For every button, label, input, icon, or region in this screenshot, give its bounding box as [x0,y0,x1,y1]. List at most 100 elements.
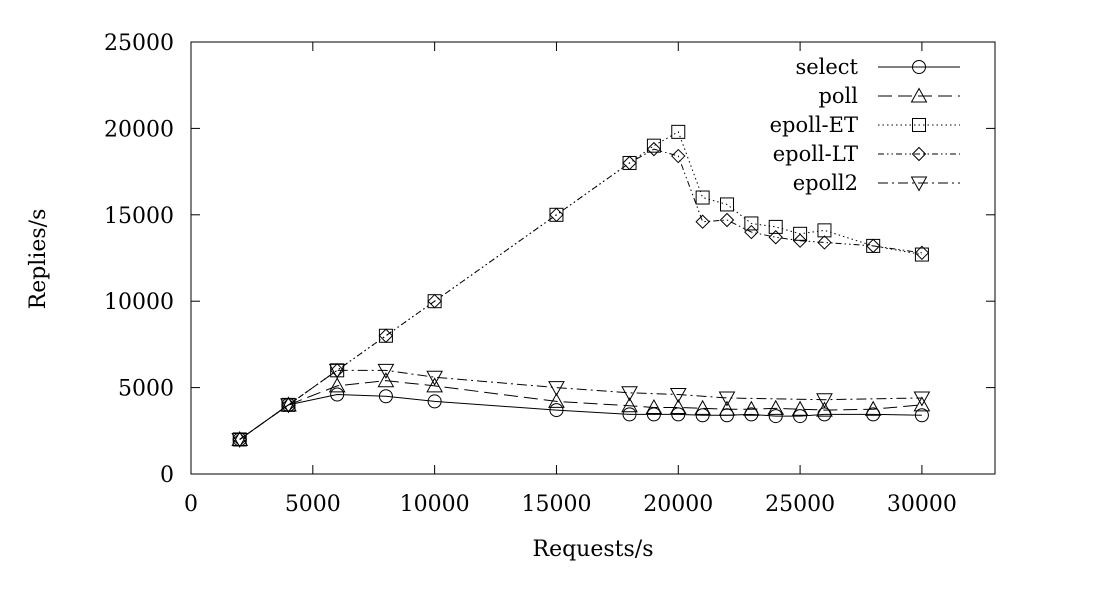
data-point-epoll-et [378,328,393,343]
data-point-epoll-et [914,247,929,262]
data-point-epoll2 [328,363,346,379]
data-point-epoll2 [816,393,833,409]
data-point-epoll-lt [744,224,759,240]
data-point-select [671,407,686,422]
data-point-epoll-lt [378,328,394,343]
series-line-epoll2 [239,369,922,440]
data-point-epoll-lt [719,212,735,228]
data-point-select [549,403,564,418]
legend: select poll epoll-ET epoll-LT epoll2 [770,55,960,195]
data-point-epoll-lt [865,238,881,254]
data-point-epoll-lt [427,293,442,309]
legend-entry-epoll-lt: epoll-LT [773,142,960,166]
legend-label: poll [818,84,858,108]
data-point-epoll2 [548,381,565,397]
y-tick-label: 20000 [104,117,174,142]
data-point-poll [816,401,833,417]
data-point-epoll-lt [792,233,808,248]
data-point-epoll-lt [768,230,783,245]
data-point-epoll2 [280,398,297,414]
data-point-select [914,408,929,423]
data-point-select [793,409,808,424]
data-point-select [330,387,345,402]
legend-label: epoll-ET [770,113,858,137]
legend-marker [910,176,928,192]
data-point-poll [621,397,638,413]
series-epoll-lt [232,141,930,447]
data-point-epoll-et [720,197,734,212]
legend-marker [912,60,926,74]
data-point-epoll-lt [817,235,832,250]
x-axis-label: Requests/s [533,537,654,562]
y-tick-label: 5000 [118,377,174,402]
data-point-select [378,389,393,404]
data-point-epoll2 [669,388,687,404]
data-point-epoll2 [718,391,736,407]
legend-marker [911,146,927,162]
data-point-epoll-et [671,124,686,139]
data-point-poll [864,400,882,416]
data-point-poll [377,372,395,388]
data-point-epoll2 [231,432,249,448]
data-point-epoll-et [646,138,661,153]
axes: 0 5000 10000 15000 20000 25000 30000 0 5000 10000… [104,31,996,517]
data-point-poll [791,400,809,416]
legend-entry-epoll-et: epoll-ET [770,113,960,137]
series-select [232,387,929,447]
data-point-poll [669,398,687,414]
data-point-epoll2 [377,363,395,379]
plot-frame [190,41,996,475]
y-tick-label: 0 [160,463,174,488]
data-point-epoll-lt [622,155,637,171]
data-point-poll [694,399,711,415]
data-point-select [768,409,783,424]
data-point-poll [913,396,931,412]
data-point-select [695,408,710,423]
legend-entry-select: select [795,55,960,79]
data-point-poll [548,392,565,408]
y-axis-label: Replies/s [26,209,51,310]
data-point-epoll-lt [671,148,686,164]
legend-marker [912,118,926,132]
data-point-epoll-et [695,190,710,205]
x-tick-label: 10000 [400,492,470,517]
series-epoll2 [231,363,931,448]
data-point-epoll2 [621,386,638,402]
data-point-epoll-et [744,216,759,231]
data-point-epoll-et [768,219,783,234]
data-point-select [427,394,442,409]
series-line-epoll-et [239,131,922,440]
data-point-epoll-et [817,223,832,238]
data-point-poll [328,377,346,393]
y-tick-label: 15000 [104,204,174,229]
data-point-poll [767,399,785,415]
data-point-epoll-lt [646,141,662,157]
x-tick-label: 20000 [643,492,713,517]
y-tick-label: 25000 [104,31,174,56]
series-poll [231,372,931,446]
legend-marker [910,87,928,103]
data-point-epoll-lt [549,207,564,223]
data-point-epoll2 [426,370,443,386]
legend-label: epoll2 [793,171,858,195]
data-point-select [622,407,637,422]
legend-label: epoll-LT [773,142,858,166]
x-tick-label: 0 [184,492,198,517]
data-point-epoll-lt [914,245,930,261]
y-tick-label: 10000 [104,290,174,315]
series-line-poll [239,380,922,440]
data-point-poll [426,377,443,393]
x-tick-label: 30000 [887,492,957,517]
x-tick-label: 15000 [521,492,591,517]
data-point-poll [645,398,663,414]
series-line-epoll-lt [239,148,922,440]
data-point-epoll-lt [695,214,710,229]
legend-entry-epoll2: epoll2 [793,171,960,195]
series-line-select [239,394,922,440]
data-point-epoll2 [913,391,931,407]
data-point-poll [718,400,736,416]
legend-label: select [795,55,858,79]
data-point-poll [743,400,760,416]
x-tick-label: 5000 [285,492,341,517]
